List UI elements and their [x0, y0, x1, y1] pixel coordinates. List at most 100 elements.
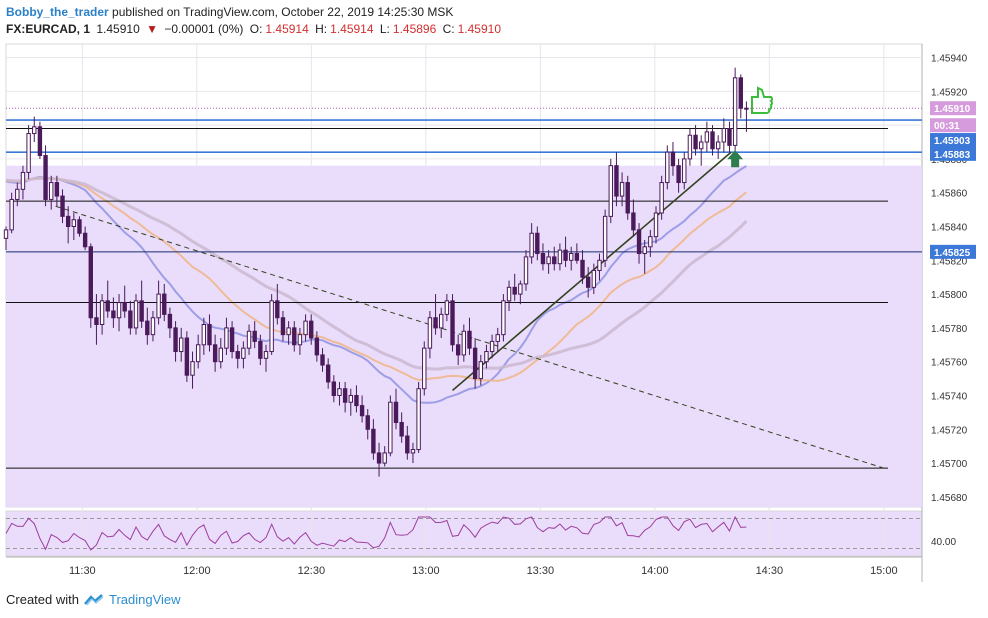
candle-body	[167, 313, 173, 329]
candle-body	[246, 330, 252, 349]
candle-body	[376, 452, 382, 464]
time-tick: 12:00	[183, 565, 211, 577]
candle-body	[26, 133, 31, 173]
candle-body	[309, 320, 314, 339]
price-tick: 1.45920	[931, 87, 968, 98]
candle-body	[303, 320, 308, 336]
candle-body	[207, 324, 212, 346]
time-tick: 12:30	[298, 565, 326, 577]
candle-body	[37, 126, 43, 157]
candle-body	[60, 195, 65, 217]
candle-body	[563, 249, 568, 261]
author-name[interactable]: Bobby_the_trader	[6, 5, 109, 19]
candle-body	[235, 351, 240, 359]
candle-body	[682, 158, 687, 184]
published-text: published on TradingView.com, October 22…	[112, 5, 454, 19]
candle-body	[738, 77, 743, 109]
price-tick: 1.45800	[931, 290, 968, 301]
candle-body	[3, 229, 9, 239]
candle-body	[585, 276, 591, 288]
candle-body	[484, 351, 489, 363]
candle-body	[218, 347, 223, 363]
open-value: 1.45914	[265, 22, 309, 36]
candle-body	[433, 317, 438, 329]
candle-body	[574, 253, 580, 261]
candle-body	[173, 327, 178, 353]
candle-body	[478, 361, 483, 380]
price-axis[interactable]: 1.459401.459201.459001.458801.458601.458…	[930, 54, 976, 504]
symbol-label: FX:EURCAD, 1	[6, 22, 91, 36]
candle-body	[229, 327, 235, 353]
time-tick: 14:30	[756, 565, 784, 577]
candle-body	[65, 215, 71, 227]
candle-body	[444, 300, 450, 315]
candle-body	[15, 188, 20, 200]
candle-body	[111, 310, 116, 319]
candle-body	[619, 182, 625, 197]
candle-body	[122, 302, 127, 312]
candle-body	[631, 212, 636, 231]
candle-body	[348, 394, 353, 403]
price-label-text: 1.45903	[934, 136, 971, 147]
candle-body	[297, 334, 303, 346]
candle-body	[280, 317, 286, 336]
rsi-line	[5, 515, 747, 551]
price-tick: 1.45720	[931, 425, 968, 436]
price-label-box	[930, 101, 976, 116]
candle-body	[569, 253, 574, 261]
candle-body	[687, 134, 693, 160]
open-label: O:	[249, 22, 263, 36]
candle-body	[636, 229, 642, 255]
candle-body	[608, 165, 613, 217]
time-tick: 13:30	[527, 565, 555, 577]
candle-body	[20, 171, 26, 190]
candle-body	[314, 337, 320, 356]
candle-body	[399, 422, 404, 437]
candle-body	[71, 219, 77, 227]
candle-body	[263, 351, 269, 359]
candle-body	[116, 302, 122, 319]
candle-body	[642, 246, 647, 255]
tradingview-logo-icon	[84, 593, 104, 605]
candle-body	[710, 131, 715, 150]
candle-body	[744, 107, 749, 110]
ma-gray-line	[5, 176, 748, 371]
price-change: −0.00001 (0%)	[164, 22, 244, 36]
candle-body	[455, 344, 461, 356]
candle-body	[732, 77, 738, 146]
candle-body	[427, 317, 433, 349]
candle-body	[342, 388, 348, 403]
tradingview-brand[interactable]: TradingView	[108, 592, 181, 607]
candle-body	[439, 313, 444, 329]
close-label: C:	[442, 22, 455, 36]
candle-body	[94, 317, 99, 326]
candle-body	[359, 405, 365, 417]
candle-body	[546, 256, 551, 265]
candle-body	[410, 449, 416, 454]
down-arrow-icon: ▼	[146, 22, 158, 36]
candle-body	[32, 126, 37, 135]
candle-body	[184, 337, 190, 376]
price-label-box	[930, 118, 976, 133]
candle-body	[139, 300, 144, 322]
candle-body	[422, 347, 427, 390]
up-arrow-icon	[727, 150, 744, 168]
candle-body	[552, 256, 557, 265]
chart-header: Bobby_the_trader published on TradingVie…	[6, 4, 966, 38]
last-price: 1.45910	[96, 22, 140, 36]
rsi-pane: 40.00	[5, 515, 956, 551]
candle-body	[602, 215, 608, 261]
candle-body	[591, 269, 597, 288]
time-axis[interactable]: 11:30 12:00 12:30 13:00 13:30 14:00 14:30 15:00	[69, 565, 898, 577]
candle-body	[665, 151, 670, 184]
candle-body	[501, 300, 506, 336]
price-label-text: 00:31	[934, 121, 960, 132]
candle-body	[162, 293, 167, 315]
candle-body	[659, 182, 664, 214]
header-row-2: FX:EURCAD, 1 1.45910 ▼ −0.00001 (0%) O: 1…	[6, 21, 966, 38]
footer: Created with TradingView	[6, 592, 181, 607]
candle-body	[597, 259, 602, 271]
price-tick: 1.45700	[931, 459, 968, 470]
price-chart[interactable]: 1.459401.459201.459001.458801.458601.458…	[0, 0, 988, 588]
candle-body	[252, 330, 257, 342]
